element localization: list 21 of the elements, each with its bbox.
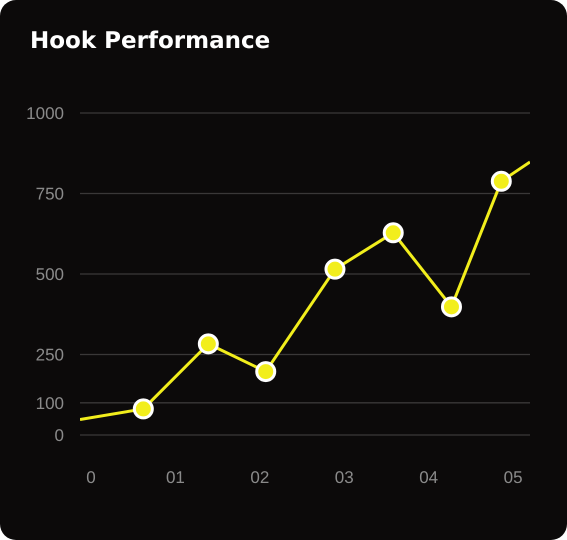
y-tick-label: 1000 <box>26 104 64 124</box>
y-tick-label: 100 <box>36 394 64 413</box>
x-tick-label: 02 <box>250 468 270 488</box>
point <box>198 333 219 354</box>
x-tick-label: 01 <box>166 468 185 488</box>
y-tick-label: 750 <box>36 184 64 204</box>
x-tick-label: 04 <box>419 468 438 488</box>
point <box>382 222 404 244</box>
point <box>440 296 462 318</box>
point <box>324 258 346 280</box>
point <box>490 170 512 192</box>
y-tick-label: 0 <box>54 426 64 446</box>
x-tick-label: 03 <box>334 468 354 488</box>
y-tick-label: 250 <box>36 346 64 365</box>
point <box>132 398 154 420</box>
point <box>255 361 276 382</box>
line-series <box>80 160 530 422</box>
y-tick-label: 500 <box>36 265 64 284</box>
x-tick-label: 05 <box>504 468 523 488</box>
chart-title: Hook Performance <box>30 28 270 54</box>
x-tick-label: 0 <box>86 468 96 488</box>
